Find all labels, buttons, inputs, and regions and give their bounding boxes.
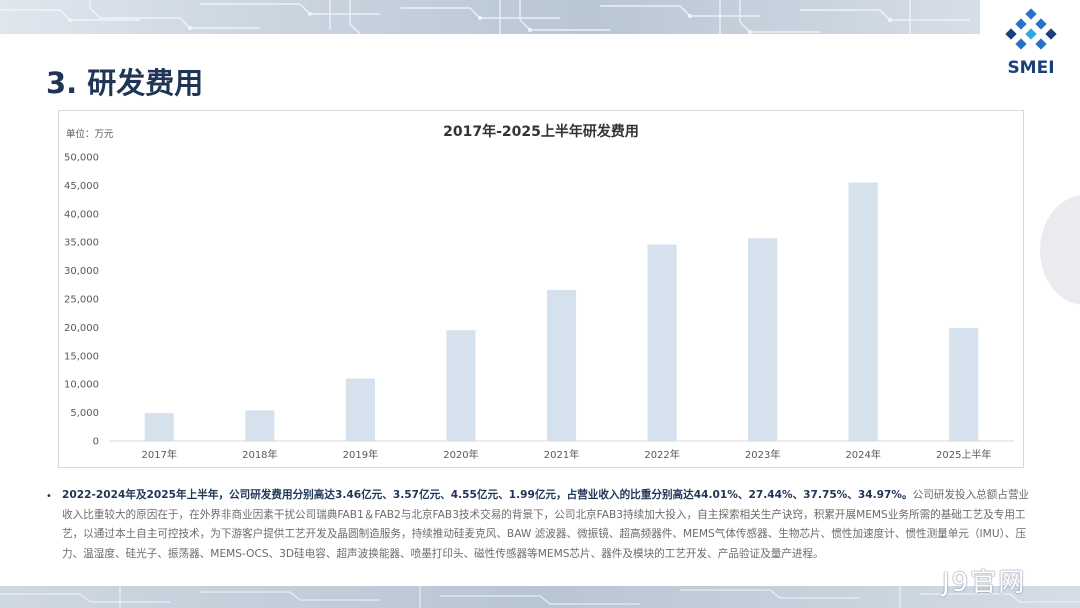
x-tick-label: 2019年 <box>343 448 378 461</box>
y-tick-label: 5,000 <box>70 408 99 419</box>
x-tick-label: 2024年 <box>845 448 880 461</box>
smei-logo: SMEI <box>996 6 1066 78</box>
circuit-pattern-icon <box>0 0 970 34</box>
y-tick-label: 10,000 <box>64 380 99 391</box>
y-tick-label: 40,000 <box>64 209 99 220</box>
chart-title: 2017年-2025上半年研发费用 <box>443 123 639 140</box>
bars <box>144 182 979 441</box>
chart-container: 2017年-2025上半年研发费用 单位：万元 0 5,000 10,000 15,0… <box>58 110 1024 468</box>
x-tick-label: 2020年 <box>443 448 478 461</box>
x-tick-label: 2025上半年 <box>936 448 991 461</box>
unit-label: 单位：万元 <box>66 128 114 140</box>
y-tick-label: 25,000 <box>64 295 99 306</box>
y-tick-label: 45,000 <box>64 181 99 192</box>
y-tick-label: 20,000 <box>64 323 99 334</box>
y-axis: 0 5,000 10,000 15,000 20,000 25,000 30,000 35,0… <box>64 153 99 448</box>
y-tick-label: 0 <box>93 437 99 448</box>
bullet-icon: • <box>46 491 52 502</box>
bottom-circuit-banner <box>0 586 1080 608</box>
bar <box>245 410 275 441</box>
description-body: 公司研发投入总额占营业收入比重较大的原因在于，在外界非商业因素干扰公司瑞典FAB… <box>62 489 1030 560</box>
x-tick-label: 2022年 <box>644 448 679 461</box>
bar <box>546 289 577 441</box>
x-axis: 2017年 2018年 2019年 2020年 2021年 2022年 2023年 2024年… <box>142 448 992 461</box>
y-tick-label: 15,000 <box>64 351 99 362</box>
x-tick-label: 2023年 <box>745 448 780 461</box>
description-paragraph: 2022-2024年及2025年上半年，公司研发费用分别高达3.46亿元、3.5… <box>62 486 1032 564</box>
circuit-pattern-icon <box>0 586 1080 608</box>
logo-text: SMEI <box>1007 58 1055 78</box>
bar-chart: 2017年-2025上半年研发费用 单位：万元 0 5,000 10,000 15,0… <box>64 123 1014 461</box>
bar <box>345 378 375 441</box>
bar <box>144 413 174 441</box>
decorative-circle <box>1040 195 1080 305</box>
bar <box>748 238 778 441</box>
bar <box>647 244 677 441</box>
bar <box>848 182 878 441</box>
y-tick-label: 35,000 <box>64 238 99 249</box>
x-tick-label: 2021年 <box>544 448 579 461</box>
x-tick-label: 2018年 <box>242 448 277 461</box>
top-circuit-banner <box>0 0 980 34</box>
logo-mark-icon <box>1005 8 1057 50</box>
watermark-text: J9官网 <box>942 568 1027 598</box>
page-title: 3. 研发费用 <box>46 66 204 100</box>
y-tick-label: 50,000 <box>64 153 99 164</box>
y-tick-label: 30,000 <box>64 266 99 277</box>
description-highlight: 2022-2024年及2025年上半年，公司研发费用分别高达3.46亿元、3.5… <box>62 489 913 501</box>
bar <box>446 330 476 441</box>
x-tick-label: 2017年 <box>142 448 177 461</box>
bar <box>949 327 979 441</box>
